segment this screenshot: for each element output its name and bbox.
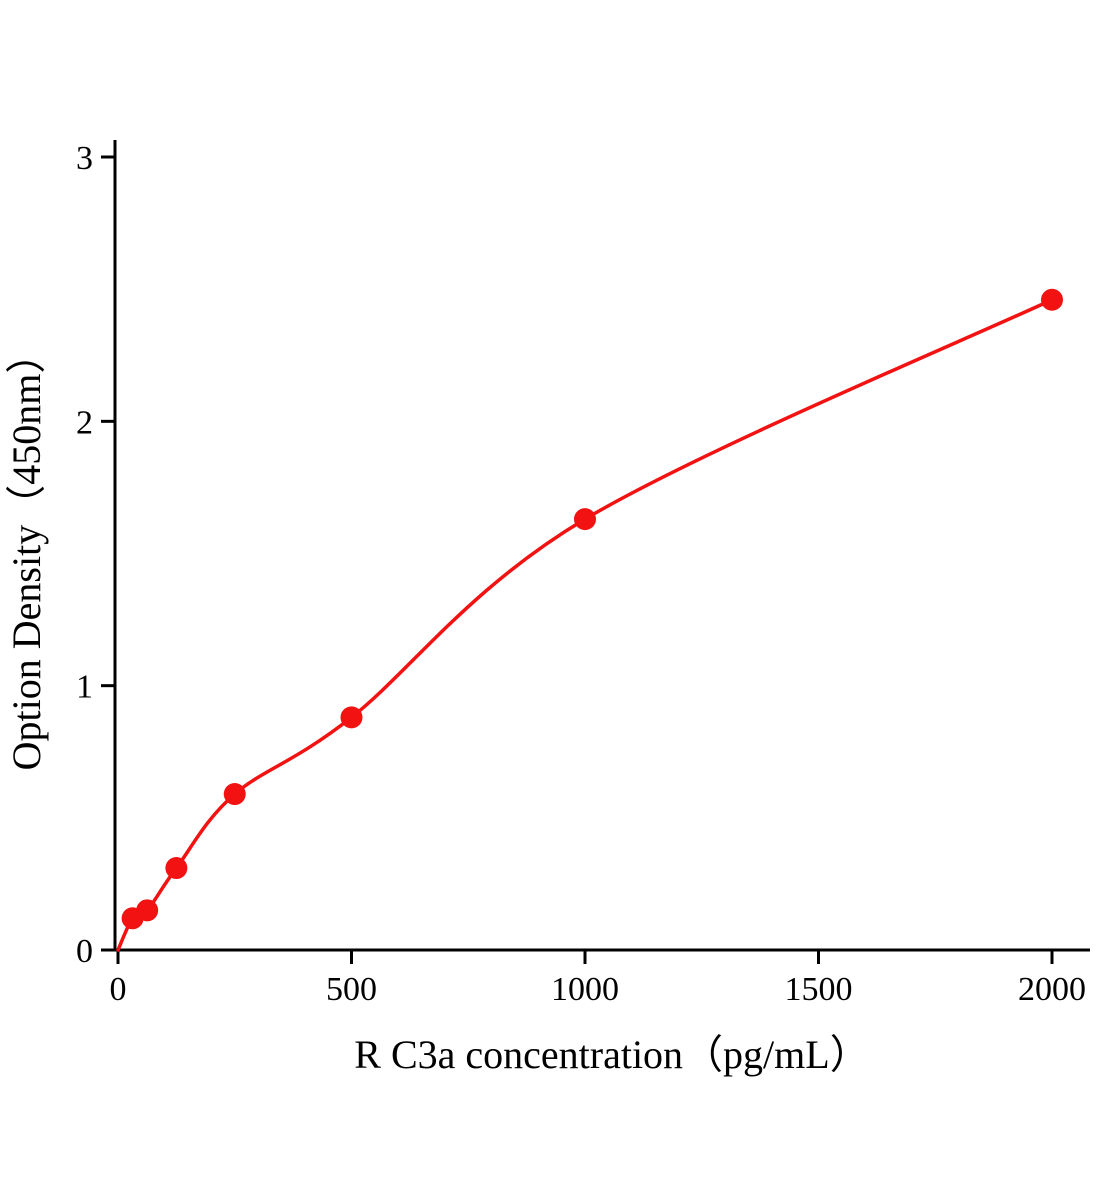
x-tick-label: 2000 <box>1018 971 1086 1008</box>
x-tick-label: 500 <box>326 971 377 1008</box>
plot-area: 0 500 1000 1500 2000 0 1 2 3 <box>76 140 1090 1008</box>
data-point <box>223 783 246 806</box>
y-tick-label: 1 <box>76 669 93 706</box>
data-point <box>340 706 363 729</box>
data-point <box>1041 288 1063 311</box>
data-point <box>165 857 188 880</box>
fit-curve <box>116 297 1054 952</box>
x-tick-label: 1000 <box>551 971 619 1008</box>
y-tick-label: 0 <box>76 933 93 970</box>
x-axis-label: R C3a concentration（pg/mL） <box>354 1032 869 1077</box>
y-axis-label: Option Density（450nm） <box>4 334 49 771</box>
data-point <box>574 508 596 531</box>
x-tick-label: 1500 <box>785 971 853 1008</box>
y-tick-label: 3 <box>76 140 93 177</box>
data-point <box>136 899 159 922</box>
x-tick-label: 0 <box>110 971 127 1008</box>
y-tick-label: 2 <box>76 404 93 441</box>
